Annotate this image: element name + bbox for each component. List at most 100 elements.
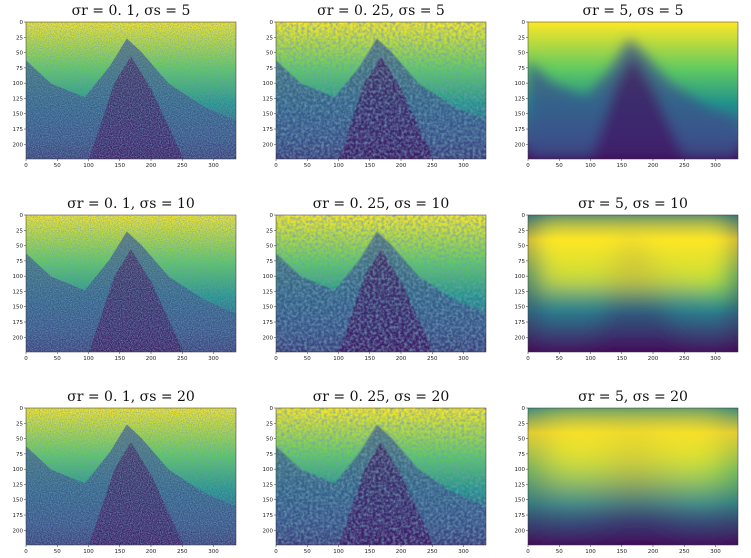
x-tick-label: 250 bbox=[679, 549, 690, 555]
x-tick-label: 50 bbox=[556, 163, 563, 169]
x-tick-label: 0 bbox=[274, 163, 278, 169]
x-tick-label: 250 bbox=[679, 163, 690, 169]
y-tick-label: 100 bbox=[515, 81, 526, 87]
x-tick-label: 0 bbox=[526, 356, 530, 362]
axes-frame bbox=[25, 407, 237, 546]
y-tick-label: 150 bbox=[13, 305, 24, 311]
y-tick-label: 25 bbox=[16, 421, 23, 427]
noise-texture bbox=[276, 215, 486, 352]
x-tick-label: 300 bbox=[208, 163, 219, 169]
x-tick-label: 100 bbox=[83, 163, 94, 169]
y-tick-label: 75 bbox=[518, 259, 525, 265]
subplot-title: σr = 0. 1, σs = 5 bbox=[71, 3, 191, 19]
y-tick-label: 200 bbox=[515, 528, 526, 534]
noise-texture bbox=[26, 22, 236, 159]
y-tick-label: 125 bbox=[13, 289, 24, 295]
y-tick-label: 25 bbox=[16, 228, 23, 234]
y-tick-label: 175 bbox=[13, 127, 24, 133]
x-tick-label: 200 bbox=[146, 356, 157, 362]
y-tick-label: 75 bbox=[266, 259, 273, 265]
x-tick-label: 100 bbox=[333, 163, 344, 169]
y-tick-label: 125 bbox=[263, 96, 274, 102]
mountain-ridge bbox=[591, 56, 686, 159]
x-tick-label: 200 bbox=[648, 356, 659, 362]
y-tick-label: 150 bbox=[13, 112, 24, 118]
x-tick-label: 150 bbox=[365, 356, 376, 362]
y-tick-label: 75 bbox=[16, 66, 23, 72]
x-tick-label: 150 bbox=[617, 549, 628, 555]
subplot-title: σr = 5, σs = 5 bbox=[582, 3, 684, 19]
heatmap-image bbox=[26, 215, 236, 352]
axes-frame bbox=[275, 21, 487, 160]
x-tick-label: 50 bbox=[54, 163, 61, 169]
y-tick-label: 200 bbox=[13, 335, 24, 341]
x-tick-label: 300 bbox=[208, 549, 219, 555]
y-tick-label: 175 bbox=[515, 513, 526, 519]
x-tick-label: 250 bbox=[177, 163, 188, 169]
y-tick-label: 75 bbox=[16, 452, 23, 458]
y-tick-label: 125 bbox=[515, 482, 526, 488]
x-tick-label: 150 bbox=[617, 356, 628, 362]
heatmap-svg: 0 50 100 150 200 250 300 0 25 50 75 100 125 150 175 200 bbox=[13, 213, 237, 362]
heatmap-image bbox=[26, 22, 236, 159]
y-tick-label: 200 bbox=[13, 528, 24, 534]
x-tick-label: 250 bbox=[427, 549, 438, 555]
x-tick-label: 100 bbox=[333, 549, 344, 555]
x-tick-label: 300 bbox=[458, 356, 469, 362]
y-tick-label: 50 bbox=[16, 51, 23, 57]
y-tick-label: 125 bbox=[13, 482, 24, 488]
x-tick-label: 150 bbox=[617, 163, 628, 169]
subplot-title: σr = 0. 25, σs = 20 bbox=[312, 389, 450, 405]
y-tick-label: 200 bbox=[13, 142, 24, 148]
axes-frame bbox=[275, 407, 487, 546]
subplot-panel: σr = 0. 1, σs = 20 0 50 100 150 200 250 300 0 25 5… bbox=[13, 389, 237, 555]
subplot-title: σr = 5, σs = 20 bbox=[578, 389, 688, 405]
subplot-title: σr = 0. 1, σs = 10 bbox=[67, 196, 195, 212]
x-tick-label: 50 bbox=[54, 356, 61, 362]
y-tick-label: 150 bbox=[13, 498, 24, 504]
x-tick-label: 0 bbox=[24, 356, 28, 362]
y-tick-label: 175 bbox=[13, 513, 24, 519]
x-tick-label: 200 bbox=[146, 163, 157, 169]
y-tick-label: 50 bbox=[16, 244, 23, 250]
y-tick-label: 0 bbox=[270, 20, 274, 26]
x-tick-label: 0 bbox=[274, 356, 278, 362]
axes-frame bbox=[527, 21, 739, 160]
y-tick-label: 125 bbox=[263, 482, 274, 488]
y-tick-label: 150 bbox=[263, 305, 274, 311]
x-tick-label: 0 bbox=[526, 163, 530, 169]
axes-frame bbox=[275, 214, 487, 353]
y-tick-label: 0 bbox=[270, 213, 274, 219]
heatmap-image bbox=[276, 22, 486, 159]
y-tick-label: 75 bbox=[266, 66, 273, 72]
x-tick-label: 300 bbox=[458, 163, 469, 169]
heatmap-image bbox=[528, 408, 738, 545]
x-tick-label: 100 bbox=[83, 356, 94, 362]
x-tick-label: 100 bbox=[83, 549, 94, 555]
x-tick-label: 250 bbox=[427, 163, 438, 169]
x-tick-label: 300 bbox=[710, 163, 721, 169]
x-tick-label: 250 bbox=[427, 356, 438, 362]
x-tick-label: 100 bbox=[585, 549, 596, 555]
x-tick-label: 200 bbox=[396, 356, 407, 362]
y-tick-label: 150 bbox=[515, 305, 526, 311]
y-tick-label: 100 bbox=[263, 274, 274, 280]
y-tick-label: 125 bbox=[263, 289, 274, 295]
y-tick-label: 100 bbox=[13, 81, 24, 87]
y-tick-label: 25 bbox=[16, 35, 23, 41]
subplot-panel: σr = 0. 1, σs = 10 0 50 100 150 200 250 300 0 25 5… bbox=[13, 196, 237, 362]
noise-texture bbox=[276, 408, 486, 545]
y-tick-label: 100 bbox=[263, 81, 274, 87]
heatmap-image bbox=[528, 215, 738, 352]
y-tick-label: 0 bbox=[522, 406, 526, 412]
bright-region bbox=[540, 414, 726, 484]
subplot-panel: σr = 0. 25, σs = 5 0 50 100 150 200 250 300 0 25 5… bbox=[263, 3, 487, 169]
subplot-panel: σr = 5, σs = 5 0 50 100 150 200 250 300 0 25 50 75 1… bbox=[515, 3, 739, 169]
mountain-ridge bbox=[591, 249, 686, 352]
y-tick-label: 200 bbox=[515, 142, 526, 148]
mountain-ridge bbox=[591, 442, 686, 545]
x-tick-label: 250 bbox=[177, 356, 188, 362]
x-tick-label: 50 bbox=[556, 356, 563, 362]
y-tick-label: 0 bbox=[20, 406, 24, 412]
y-tick-label: 200 bbox=[263, 142, 274, 148]
